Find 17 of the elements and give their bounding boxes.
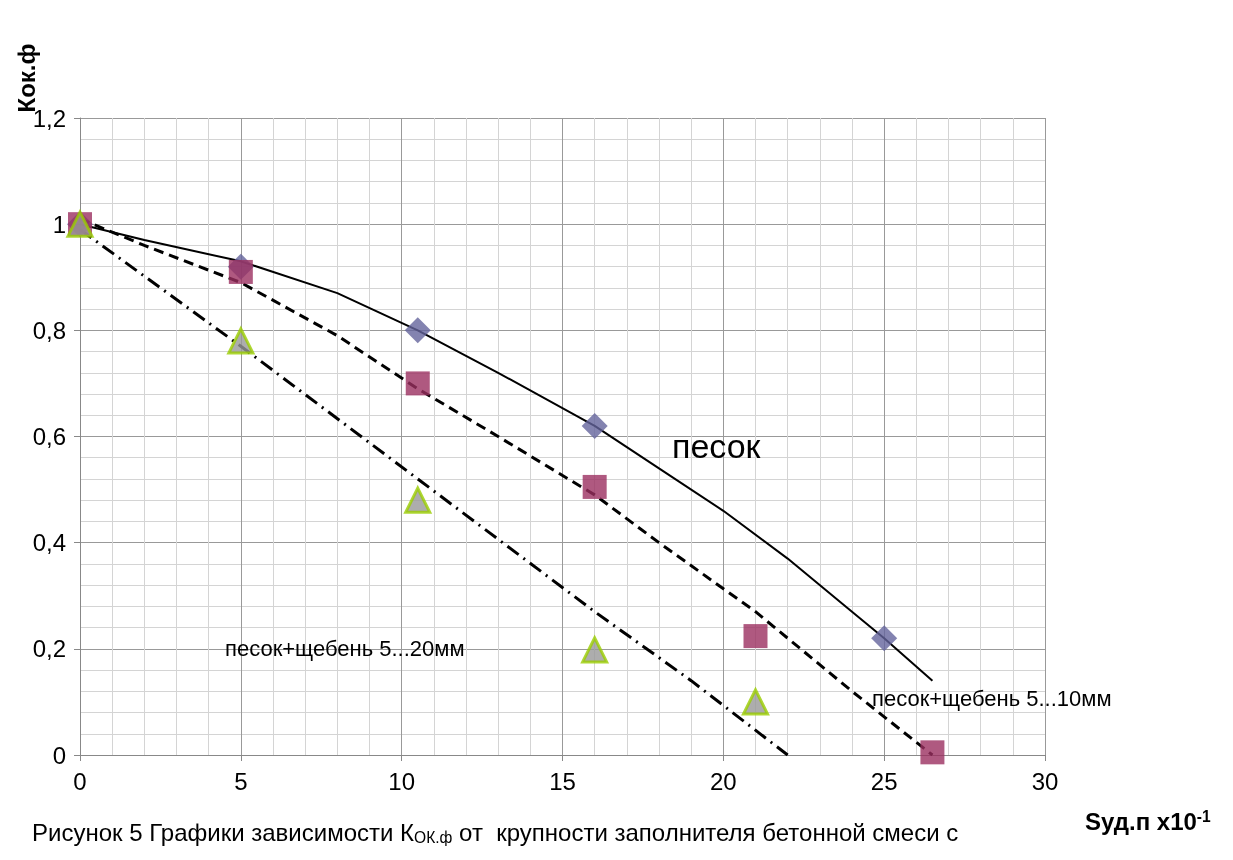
annotation: песок+щебень 5...10мм	[872, 685, 1112, 711]
annotation: песок	[672, 427, 762, 465]
y-tick-label: 0,4	[32, 529, 66, 557]
y-tick-label: 1	[52, 210, 66, 238]
text: Рисунок 5 Графики зависимости КОК.ф от крупности заполнителя бетонной смеси с	[32, 818, 959, 846]
x-tick-label: 15	[549, 767, 576, 795]
y-tick-label: 0,6	[32, 423, 66, 450]
y-tick-label: 0,8	[32, 316, 66, 344]
x-tick-label: 25	[870, 767, 898, 795]
annotation: песок+щебень 5...20мм	[225, 635, 465, 661]
y-tick-label: 0	[52, 741, 66, 769]
x-tick-label: 10	[388, 767, 416, 795]
y-tick-label: 0,2	[32, 635, 66, 663]
x-tick-label: 30	[1031, 767, 1059, 795]
x-tick-label: 0	[73, 767, 87, 795]
x-tick-label: 20	[709, 767, 737, 795]
x-tick-label: 5	[234, 767, 248, 795]
